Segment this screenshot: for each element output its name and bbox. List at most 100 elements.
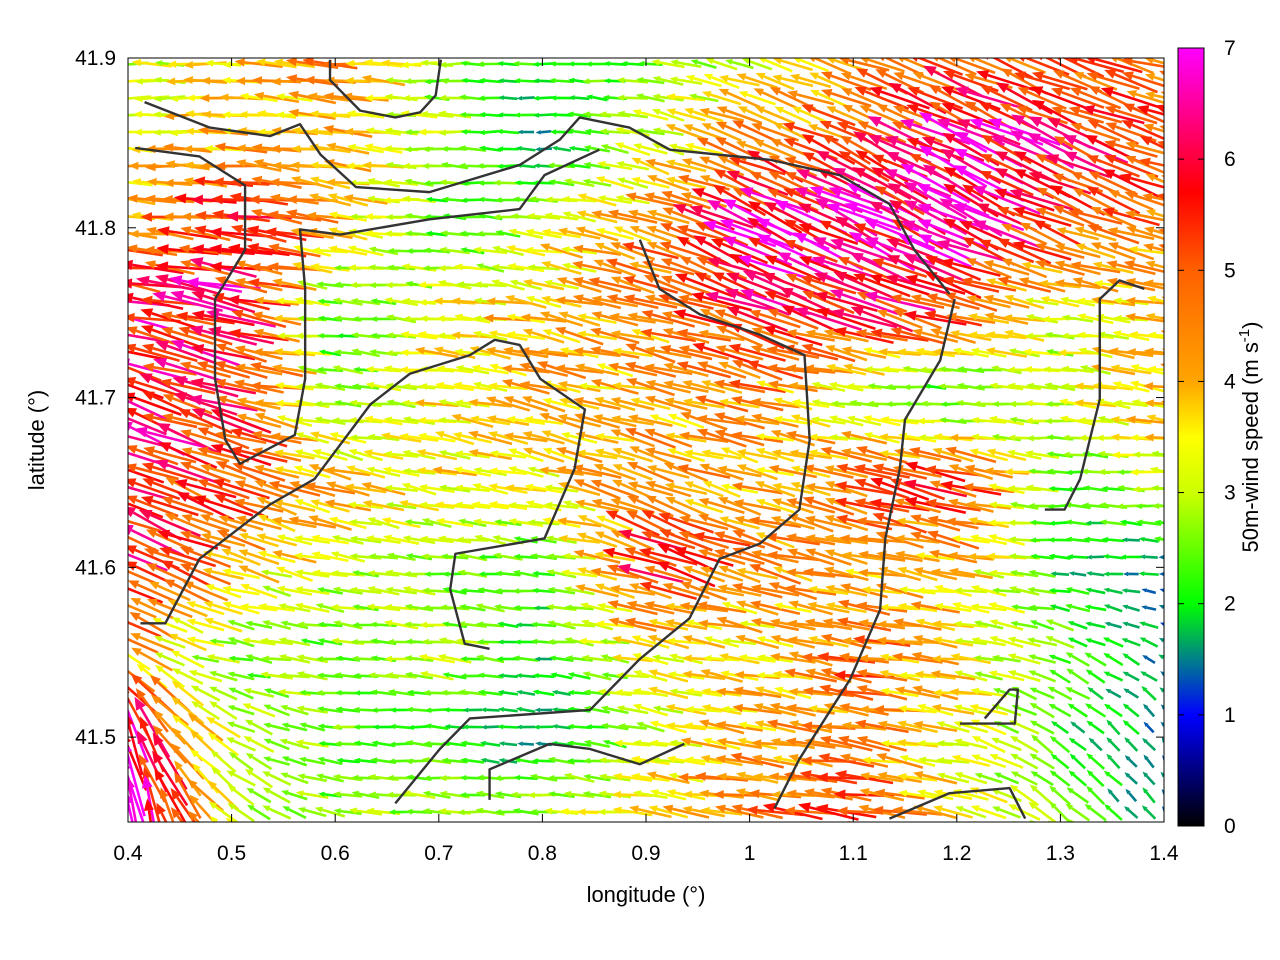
wind-vector-shaft (885, 107, 923, 127)
wind-vector (517, 129, 535, 135)
wind-vector-shaft (1209, 284, 1239, 286)
wind-vector-head (652, 127, 661, 134)
wind-vector-head (860, 58, 869, 64)
wind-vector-head (549, 61, 556, 67)
wind-vector-head (210, 194, 223, 205)
wind-vector (614, 142, 651, 157)
wind-vector-head (819, 120, 832, 130)
wind-vector-shaft (951, 89, 1001, 111)
wind-vector-head (199, 93, 210, 103)
wind-vector-head (1068, 106, 1081, 116)
wind-vector-head (235, 76, 246, 86)
wind-vector-shaft (917, 58, 964, 76)
wind-vector-head (912, 72, 924, 80)
wind-vector-head (1056, 58, 1061, 61)
wind-vector-head (496, 128, 503, 135)
wind-vector-head (288, 108, 299, 118)
wind-vector-shaft (966, 90, 1023, 110)
wind-vector (548, 77, 574, 84)
wind-vector-head (440, 78, 448, 85)
wind-vector-head (269, 144, 280, 154)
wind-vector-shaft (846, 124, 892, 143)
wind-vector-head (561, 195, 570, 203)
wind-vector (954, 86, 1023, 110)
wind-vector-head (1164, 56, 1174, 63)
wind-vector (1031, 71, 1088, 91)
wind-vector-head (970, 416, 980, 424)
wind-vector-head (204, 144, 214, 152)
wind-vector-head (343, 127, 354, 136)
wind-vector-shaft (709, 125, 742, 142)
wind-vector-shaft (316, 95, 353, 103)
wind-vector-head (667, 413, 678, 421)
wind-vector-head (1019, 58, 1026, 63)
wind-vector-head (1028, 116, 1043, 128)
wind-vector (1200, 450, 1240, 457)
wind-vector-head (867, 116, 882, 127)
wind-vector-head (516, 95, 523, 101)
wind-vector-head (840, 135, 852, 146)
wind-vector-head (755, 72, 766, 80)
wind-vector-shaft (1096, 75, 1140, 90)
wind-vector-head (271, 161, 282, 170)
wind-vector-shaft (323, 368, 344, 373)
wind-vector-head (270, 77, 281, 86)
wind-vector-head (999, 103, 1012, 113)
wind-vector (666, 108, 706, 122)
wind-vector-shaft (911, 123, 971, 146)
wind-vector-head (1129, 434, 1139, 442)
wind-vector-head (942, 132, 956, 144)
wind-vector (869, 86, 930, 110)
wind-vector (600, 144, 629, 155)
wind-vector-head (991, 401, 999, 408)
wind-vector-head (201, 110, 211, 119)
wind-vector (566, 128, 592, 135)
wind-vector (478, 77, 502, 84)
wind-vector-shaft (1205, 197, 1245, 205)
wind-vector-shaft (762, 142, 797, 160)
wind-vector-shaft (620, 466, 653, 481)
wind-vector-head (636, 77, 644, 84)
wind-vector (809, 58, 851, 75)
wind-vector-head (696, 137, 709, 147)
wind-vector-head (600, 144, 609, 150)
wind-vector-head (128, 278, 133, 289)
wind-vector-head (423, 94, 431, 101)
wind-vector (1199, 245, 1241, 254)
wind-vector-head (317, 332, 324, 339)
wind-vector-shaft (952, 137, 1000, 167)
wind-vector-head (108, 276, 120, 285)
wind-vector (285, 74, 339, 87)
wind-vector-shaft (1205, 112, 1244, 120)
wind-vector-head (614, 142, 624, 150)
wind-vector-shaft (692, 110, 724, 123)
wind-vector-head (725, 59, 733, 65)
wind-vector (753, 139, 797, 160)
wind-vector-head (956, 119, 971, 130)
wind-vector-shaft (1152, 58, 1164, 65)
wind-vector-shaft (691, 126, 725, 141)
wind-vector (922, 65, 984, 98)
wind-vector-head (920, 400, 928, 407)
wind-vector-head (309, 161, 319, 170)
wind-vector-shaft (1207, 316, 1241, 324)
wind-vector-head (906, 137, 920, 148)
wind-vector (1086, 58, 1143, 74)
wind-vector-head (384, 281, 393, 289)
wind-vector-head (417, 128, 427, 136)
wind-vector-head (140, 308, 154, 318)
wind-vector-shaft (916, 107, 965, 127)
wind-vector (705, 58, 738, 71)
wind-vector (516, 95, 535, 101)
wind-vector-head (1168, 467, 1176, 474)
wind-vector (384, 127, 418, 136)
wind-vector-head (290, 144, 301, 153)
wind-vector-head (458, 145, 466, 152)
wind-vector-head (417, 281, 427, 289)
wind-vector-head (1122, 103, 1135, 113)
wind-vector-head (617, 110, 625, 117)
wind-vector-shaft (938, 58, 977, 76)
wind-vector-head (699, 107, 710, 116)
wind-vector-head (801, 104, 814, 114)
